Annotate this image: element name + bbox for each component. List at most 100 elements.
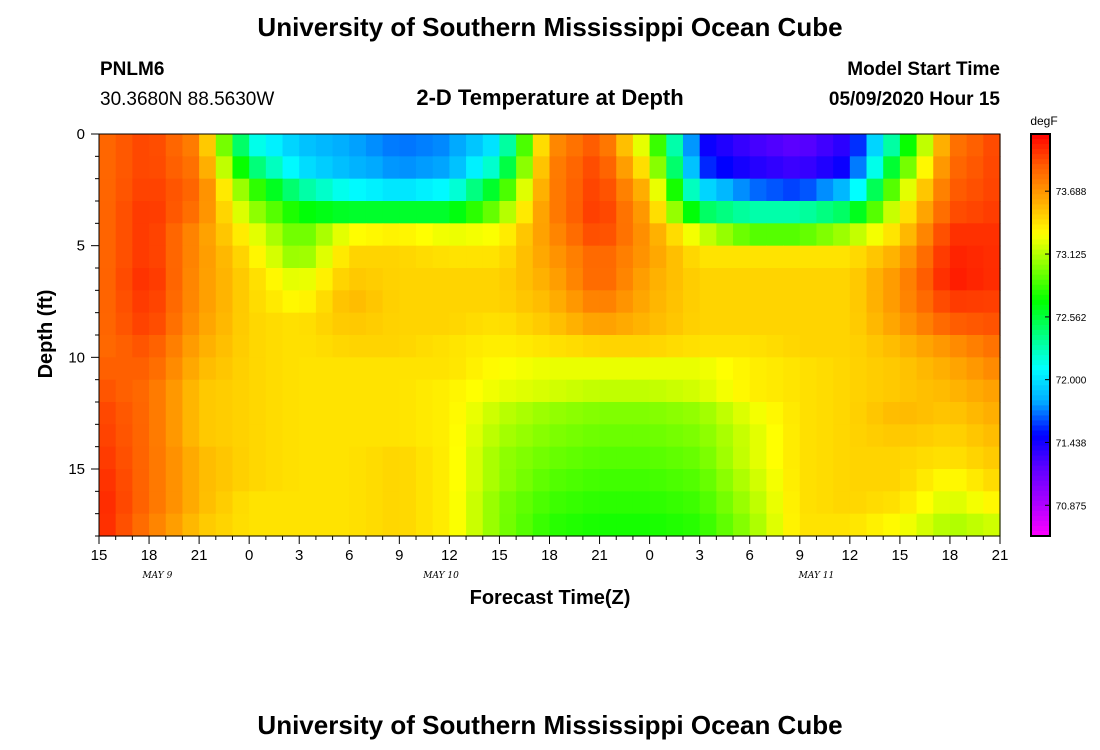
- heatmap-cell: [566, 268, 584, 291]
- heatmap-cell: [99, 513, 117, 537]
- heatmap-cell: [182, 446, 200, 470]
- heatmap-cell: [399, 335, 417, 358]
- colorbar-swatch: [1031, 309, 1050, 316]
- heatmap-cell: [232, 446, 250, 470]
- heatmap-cell: [482, 424, 501, 448]
- heatmap-cell: [666, 513, 684, 537]
- heatmap-cell: [99, 178, 117, 202]
- colorbar-swatch: [1031, 530, 1050, 537]
- heatmap-cell: [132, 446, 150, 470]
- heatmap-cell: [249, 245, 267, 269]
- heatmap-cell: [265, 178, 284, 202]
- heatmap-cell: [666, 178, 684, 202]
- heatmap-cell: [399, 424, 417, 448]
- heatmap-cell: [599, 312, 617, 336]
- heatmap-cell: [866, 469, 884, 492]
- heatmap-cell: [349, 201, 367, 224]
- heatmap-cell: [382, 469, 400, 492]
- heatmap-cell: [249, 402, 267, 425]
- x-tick-label: 0: [245, 547, 253, 564]
- heatmap-cell: [466, 201, 484, 224]
- heatmap-cell: [182, 134, 200, 157]
- heatmap-cell: [432, 134, 450, 157]
- heatmap-cell: [766, 134, 784, 157]
- heatmap-cell: [215, 491, 234, 515]
- heatmap-cell: [632, 245, 651, 269]
- heatmap-cell: [716, 469, 734, 492]
- heatmap-cell: [799, 424, 818, 448]
- heatmap-cell: [99, 335, 117, 358]
- heatmap-cell: [99, 469, 117, 492]
- heatmap-cell: [599, 178, 617, 202]
- heatmap-cell: [783, 178, 801, 202]
- date-label: MAY 9: [141, 571, 172, 581]
- heatmap-cell: [249, 290, 267, 314]
- heatmap-cell: [716, 513, 734, 537]
- heatmap-cell: [215, 178, 234, 202]
- heatmap-cell: [599, 513, 617, 537]
- heatmap-cell: [666, 268, 684, 291]
- heatmap-cell: [232, 134, 250, 157]
- heatmap-cell: [799, 357, 818, 381]
- colorbar-swatch: [1031, 395, 1050, 401]
- heatmap-cell: [315, 402, 334, 425]
- heatmap-cell: [215, 245, 234, 269]
- heatmap-cell: [849, 469, 868, 492]
- colorbar-swatch: [1031, 214, 1050, 221]
- heatmap-cell: [282, 424, 300, 448]
- heatmap-cell: [532, 491, 551, 515]
- heatmap-cell: [783, 335, 801, 358]
- heatmap-cell: [416, 156, 434, 180]
- heatmap-cell: [382, 134, 400, 157]
- heatmap-cell: [332, 424, 350, 448]
- heatmap-cell: [299, 379, 317, 403]
- heatmap-cell: [115, 223, 133, 247]
- colorbar-swatch: [1031, 294, 1050, 301]
- heatmap-cell: [799, 178, 818, 202]
- heatmap-cell: [165, 379, 184, 403]
- heatmap-cell: [232, 402, 250, 425]
- colorbar-swatch: [1031, 199, 1050, 205]
- heatmap-cell: [632, 424, 651, 448]
- colorbar-swatch: [1031, 244, 1050, 251]
- heatmap-cell: [949, 312, 968, 336]
- x-tick-label: 18: [141, 547, 158, 564]
- heatmap-cell: [916, 469, 934, 492]
- heatmap-cell: [799, 446, 818, 470]
- heatmap-cell: [516, 402, 534, 425]
- heatmap-cell: [482, 245, 501, 269]
- heatmap-cell: [632, 402, 651, 425]
- heatmap-cell: [849, 245, 868, 269]
- heatmap-cell: [332, 223, 350, 247]
- heatmap-cell: [466, 469, 484, 492]
- heatmap-cell: [682, 290, 701, 314]
- heatmap-cell: [349, 424, 367, 448]
- heatmap-cell: [799, 379, 818, 403]
- heatmap-cell: [115, 290, 133, 314]
- x-tick-label: 18: [942, 547, 959, 564]
- heatmap-cell: [449, 513, 467, 537]
- heatmap-cell: [349, 134, 367, 157]
- heatmap-cell: [883, 223, 901, 247]
- heatmap-cell: [566, 178, 584, 202]
- colorbar-swatch: [1031, 455, 1050, 462]
- heatmap-cell: [315, 156, 334, 180]
- x-tick-label: 6: [345, 547, 353, 564]
- x-tick-label: 9: [395, 547, 403, 564]
- heatmap-cell: [215, 446, 234, 470]
- colorbar-swatch: [1031, 194, 1050, 200]
- heatmap-cell: [599, 290, 617, 314]
- heatmap-cell: [866, 446, 884, 470]
- heatmap-cell: [482, 178, 501, 202]
- heatmap-cell: [649, 156, 667, 180]
- heatmap-cell: [899, 223, 918, 247]
- heatmap-cell: [733, 312, 751, 336]
- colorbar-swatch: [1031, 445, 1050, 452]
- heatmap-cell: [866, 424, 884, 448]
- heatmap-cell: [449, 491, 467, 515]
- heatmap-cell: [749, 312, 768, 336]
- heatmap-cells: [99, 134, 1001, 537]
- heatmap-cell: [866, 223, 884, 247]
- heatmap-cell: [983, 178, 1001, 202]
- heatmap-cell: [582, 446, 601, 470]
